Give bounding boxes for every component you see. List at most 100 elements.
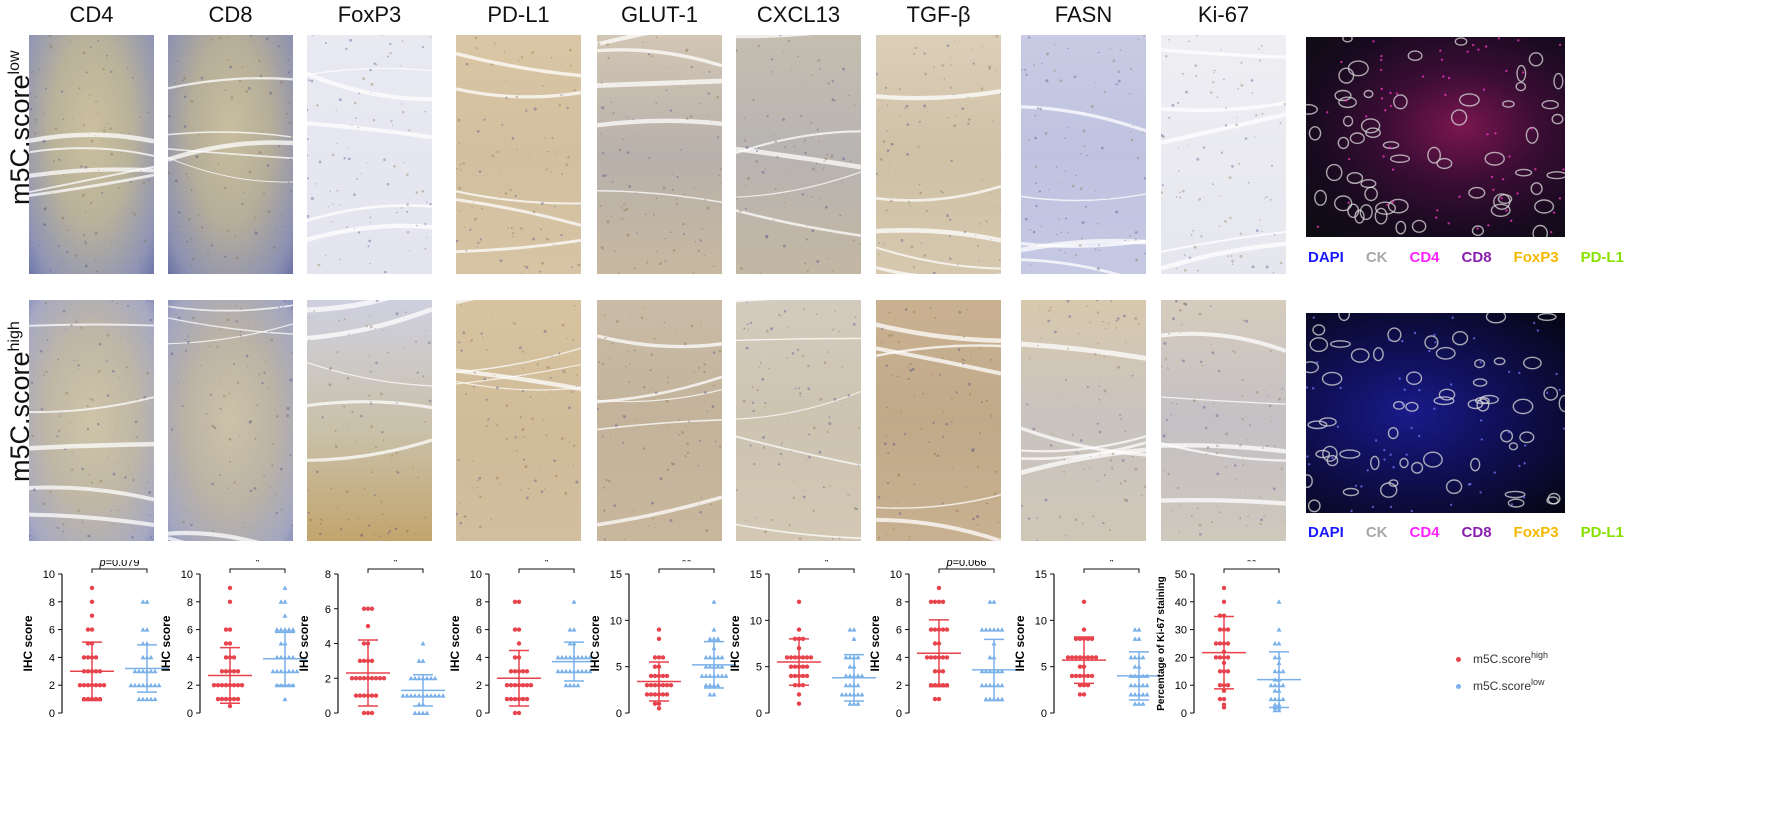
- y-tick-label: 2: [49, 680, 55, 692]
- data-point-high: [1225, 655, 1231, 660]
- data-point-low: [587, 654, 593, 660]
- multiplex-fluorescence-image-low: [1298, 34, 1568, 243]
- fluor-legend-cd8: CD8: [1461, 524, 1492, 541]
- data-point-high: [361, 606, 367, 611]
- data-point-low: [1132, 654, 1138, 660]
- data-point-high: [1069, 673, 1075, 679]
- data-point-high: [932, 641, 938, 646]
- data-point-low: [859, 673, 865, 678]
- fluor-legend-pd-l1: PD-L1: [1580, 249, 1624, 266]
- y-tick-label: 30: [1175, 625, 1187, 637]
- data-point-high: [1077, 655, 1083, 660]
- data-point-low: [1272, 702, 1278, 707]
- data-point-low: [152, 668, 158, 674]
- data-point-high: [648, 683, 654, 688]
- data-point-high: [664, 673, 670, 679]
- data-point-low: [575, 654, 581, 660]
- data-point-high: [508, 669, 514, 674]
- data-point-high: [1213, 655, 1219, 660]
- ihc-image-pd-l1-low: [456, 35, 581, 274]
- data-point-high: [524, 669, 530, 674]
- data-point-low: [851, 627, 857, 632]
- significance-label: *: [824, 560, 829, 569]
- ihc-image-tgf--high: [876, 300, 1001, 541]
- y-tick-label: 2: [896, 680, 902, 692]
- data-point-high: [353, 676, 359, 681]
- data-point-low: [983, 627, 989, 632]
- data-point-low: [843, 691, 849, 697]
- data-point-high: [504, 696, 510, 702]
- data-point-high: [1073, 655, 1079, 660]
- data-point-high: [508, 696, 514, 702]
- data-point-high: [660, 673, 666, 679]
- data-point-low: [424, 693, 430, 698]
- data-point-low: [420, 658, 426, 663]
- data-point-low: [1272, 688, 1278, 693]
- data-point-high: [512, 710, 518, 716]
- data-point-high: [932, 696, 938, 702]
- series-legend: m5C.scorehigh m5C.scorelow: [1456, 650, 1548, 704]
- data-point-high: [377, 676, 383, 681]
- data-point-low: [282, 627, 288, 632]
- data-point-high: [235, 669, 241, 674]
- y-tick-label: 0: [325, 708, 331, 720]
- y-axis-label: IHC score: [588, 615, 602, 671]
- y-tick-label: 4: [476, 652, 482, 664]
- y-tick-label: 10: [181, 569, 193, 581]
- data-point-low: [416, 701, 422, 707]
- data-point-low: [571, 599, 577, 604]
- column-header-cd4: CD4: [69, 2, 114, 27]
- data-point-low: [995, 668, 1001, 674]
- fluor-legend-cd4: CD4: [1409, 249, 1440, 266]
- data-point-high: [652, 692, 658, 697]
- significance-label: p=0.079: [98, 560, 139, 569]
- data-point-high: [1221, 696, 1227, 702]
- data-point-low: [719, 664, 725, 669]
- data-point-high: [1217, 669, 1223, 674]
- data-point-low: [1280, 682, 1286, 688]
- data-point-low: [152, 696, 158, 702]
- data-point-high: [796, 599, 802, 604]
- y-tick-label: 8: [896, 597, 902, 609]
- data-point-high: [928, 599, 934, 604]
- data-point-low: [282, 585, 288, 590]
- data-point-low: [282, 599, 288, 604]
- data-point-high: [1217, 696, 1223, 702]
- data-point-high: [1217, 683, 1223, 688]
- data-point-low: [999, 627, 1005, 632]
- y-tick-label: 0: [896, 708, 902, 720]
- data-point-high: [512, 599, 518, 604]
- y-tick-label: 50: [1175, 569, 1187, 581]
- data-point-low: [583, 654, 589, 660]
- data-point-high: [357, 693, 363, 698]
- data-point-low: [1132, 664, 1138, 669]
- data-point-low: [136, 696, 142, 702]
- data-point-high: [936, 585, 942, 591]
- data-point-low: [408, 675, 414, 681]
- data-point-high: [1089, 636, 1095, 642]
- data-point-high: [223, 683, 229, 688]
- data-point-high: [349, 676, 355, 681]
- data-point-low: [136, 682, 142, 688]
- data-point-high: [223, 669, 229, 674]
- data-point-high: [924, 655, 930, 660]
- scatter-plot-foxp3: 0 2 4 6 8 IHC score *: [297, 560, 446, 720]
- data-point-low: [855, 691, 861, 697]
- data-point-high: [512, 683, 518, 688]
- y-tick-label: 0: [1181, 708, 1187, 720]
- data-point-high: [215, 696, 221, 702]
- data-point-low: [563, 654, 569, 660]
- data-point-high: [1081, 627, 1087, 632]
- data-point-low: [1272, 696, 1278, 702]
- data-point-low: [575, 682, 581, 688]
- data-point-low: [152, 682, 158, 688]
- data-point-high: [800, 673, 806, 679]
- data-point-low: [416, 658, 422, 663]
- y-tick-label: 10: [1035, 615, 1047, 627]
- data-point-low: [983, 682, 989, 688]
- p-value: *: [1109, 560, 1114, 569]
- data-point-high: [365, 606, 371, 611]
- data-point-low: [851, 636, 857, 641]
- data-point-high: [940, 599, 946, 604]
- scatter-plot-cd4: 0 2 4 6 8 10 IHC score p=0.079: [21, 560, 169, 720]
